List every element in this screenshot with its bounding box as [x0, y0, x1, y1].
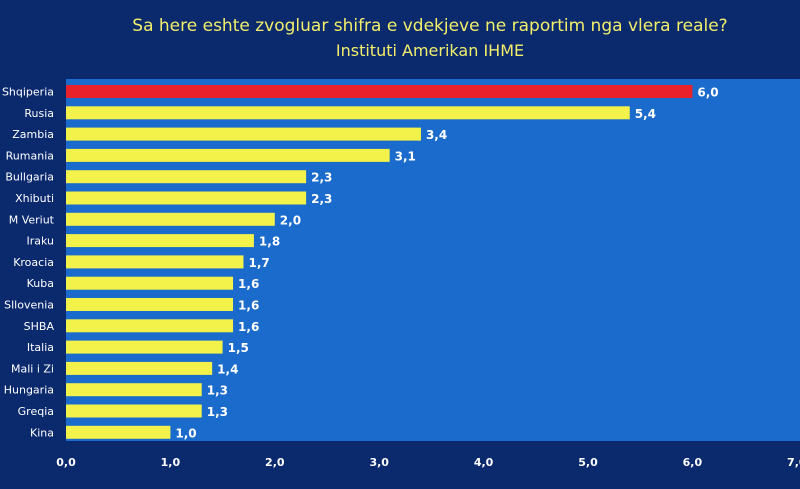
value-label: 1,6 [238, 277, 259, 291]
value-label: 1,3 [207, 384, 228, 398]
value-label: 2,3 [311, 192, 332, 206]
category-label: Kina [30, 426, 54, 439]
value-label: 5,4 [635, 107, 656, 121]
bar-mali-i-zi [66, 361, 213, 375]
value-label: 6,0 [697, 86, 718, 100]
value-label: 1,8 [259, 235, 280, 249]
category-label: Shqiperia [2, 86, 54, 99]
category-label: Kroacia [13, 256, 54, 269]
chart-title-block: Sa here eshte zvogluar shifra e vdekjeve… [0, 14, 800, 62]
bar-rumania [66, 148, 390, 162]
bar-rusia [66, 106, 630, 120]
bar-zambia [66, 127, 421, 141]
category-label: M Veriut [9, 213, 55, 226]
x-tick-label: 6,0 [683, 456, 703, 469]
bar-kina [66, 425, 171, 439]
value-label: 1,0 [175, 426, 196, 440]
bar-sllovenia [66, 298, 234, 311]
bar-kroacia [66, 255, 244, 269]
bar-bullgaria [66, 170, 307, 184]
category-label: Bullgaria [5, 171, 54, 184]
value-label: 3,1 [395, 149, 416, 163]
chart-title: Sa here eshte zvogluar shifra e vdekjeve… [132, 16, 728, 36]
category-label: Iraku [26, 235, 54, 248]
value-label: 2,0 [280, 213, 301, 227]
bar-greqia [66, 404, 202, 418]
bar-italia [66, 340, 223, 354]
value-label: 1,6 [238, 320, 259, 334]
category-label: Zambia [12, 128, 54, 141]
category-label: Sllovenia [4, 299, 54, 312]
bar-hungaria [66, 383, 202, 397]
category-label: Greqia [18, 405, 54, 418]
category-label: Rusia [24, 107, 54, 120]
category-label: Rumania [6, 149, 54, 162]
value-label: 1,3 [207, 405, 228, 419]
bar-iraku [66, 234, 254, 248]
value-label: 1,4 [217, 362, 238, 376]
category-label: Italia [27, 341, 54, 354]
x-tick-label: 0,0 [56, 456, 76, 469]
value-label: 1,5 [228, 341, 249, 355]
bar-shqiperia [66, 85, 693, 98]
bar-kuba [66, 276, 234, 290]
category-label: SHBA [24, 320, 55, 333]
x-tick-label: 2,0 [265, 456, 285, 469]
bar-shba [66, 319, 234, 333]
x-tick-label: 5,0 [578, 456, 598, 469]
category-label: Hungaria [4, 384, 54, 397]
value-label: 3,4 [426, 128, 447, 142]
x-tick-label: 7,0 [787, 456, 800, 469]
bar-xhibuti [66, 191, 307, 205]
value-label: 1,7 [248, 256, 269, 270]
x-tick-label: 4,0 [474, 456, 494, 469]
category-label: Mali i Zi [11, 362, 54, 375]
bar-m-veriut [66, 212, 275, 226]
value-label: 2,3 [311, 171, 332, 185]
chart-subtitle: Instituti Amerikan IHME [335, 41, 525, 60]
value-label: 1,6 [238, 299, 259, 313]
x-tick-label: 1,0 [161, 456, 181, 469]
category-label: Xhibuti [15, 192, 54, 205]
category-label: Kuba [27, 277, 54, 290]
x-tick-label: 3,0 [369, 456, 389, 469]
